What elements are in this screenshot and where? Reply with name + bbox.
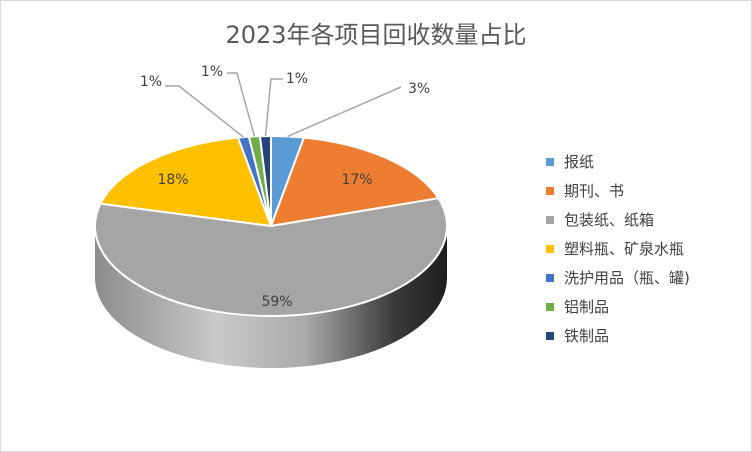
legend: 报纸期刊、书包装纸、纸箱塑料瓶、矿泉水瓶 洗护用品（瓶、罐) 铝制品铁制品 <box>546 147 690 350</box>
legend-item: 包装纸、纸箱 <box>546 205 690 234</box>
pie-slice <box>94 197 448 317</box>
legend-label: 包装纸、纸箱 <box>564 211 655 229</box>
data-label: 17% <box>341 172 372 188</box>
legend-swatch <box>546 215 554 224</box>
pie-side-wall <box>95 226 447 368</box>
data-label: 18% <box>157 172 188 188</box>
legend-label: 铁制品 <box>564 327 610 345</box>
leader-line <box>264 78 283 137</box>
legend-item: 铁制品 <box>546 321 690 350</box>
data-label: 1% <box>286 71 308 87</box>
data-label: 1% <box>201 64 223 80</box>
pie-slice <box>269 136 441 228</box>
legend-swatch <box>546 157 554 166</box>
leader-line <box>165 85 244 138</box>
legend-item: 报纸 <box>546 147 690 176</box>
leader-line <box>227 72 256 137</box>
data-label: 59% <box>261 294 292 310</box>
legend-swatch <box>546 273 554 282</box>
legend-item: 铝制品 <box>546 292 690 321</box>
legend-item: 期刊、书 <box>546 176 690 205</box>
legend-swatch <box>546 186 554 195</box>
chart-title: 2023年各项目回收数量占比 <box>225 21 527 49</box>
pie-slice <box>99 136 273 228</box>
legend-swatch <box>546 244 554 253</box>
legend-item: 塑料瓶、矿泉水瓶 <box>546 234 690 263</box>
data-label: 3% <box>408 81 430 97</box>
legend-label: 洗护用品（瓶、罐) <box>564 269 690 287</box>
legend-item: 洗护用品（瓶、罐) <box>546 263 690 292</box>
data-label: 1% <box>140 74 162 90</box>
legend-label: 报纸 <box>564 153 595 171</box>
legend-label: 期刊、书 <box>564 182 625 200</box>
leader-line <box>287 86 402 138</box>
pie-slice <box>258 134 272 227</box>
legend-swatch <box>546 302 554 311</box>
legend-label: 铝制品 <box>564 298 610 316</box>
legend-label: 塑料瓶、矿泉水瓶 <box>564 240 685 258</box>
legend-swatch <box>546 331 554 340</box>
